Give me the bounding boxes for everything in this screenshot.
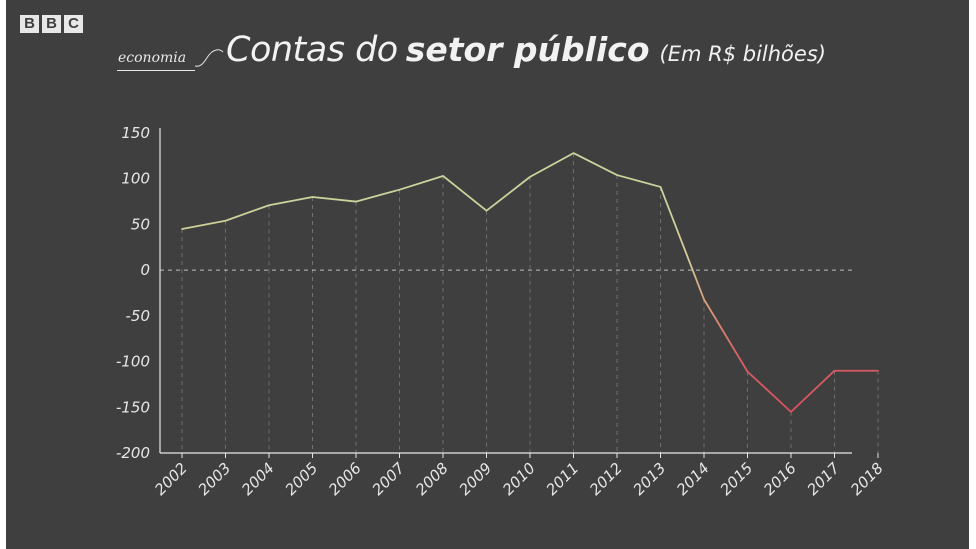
- y-tick-label: -100: [116, 353, 150, 371]
- data-point: [833, 369, 836, 372]
- data-point: [616, 174, 618, 176]
- title-unit: (Em R$ bilhões): [659, 42, 826, 66]
- x-tick-label: 2010: [499, 459, 539, 499]
- bbc-logo: B B C: [20, 15, 83, 33]
- logo-letter: B: [42, 15, 61, 33]
- y-tick-label: -200: [116, 444, 150, 462]
- x-tick-label: 2008: [412, 459, 452, 499]
- section-tag: economia: [118, 50, 187, 66]
- x-tick-label: 2002: [151, 459, 191, 499]
- title-light: Contas do: [226, 30, 398, 70]
- x-tick-label: 2015: [717, 459, 757, 499]
- data-point: [572, 152, 575, 154]
- x-axis-ticks: 2002 2003 2004 2005 2006 2007 2008 2009 2010 2011…: [151, 453, 887, 499]
- x-tick-label: 2003: [195, 459, 235, 499]
- tag-underline: [117, 70, 195, 71]
- swoosh-icon: [194, 49, 224, 67]
- x-tick-label: 2017: [804, 459, 844, 499]
- logo-letter: B: [20, 15, 39, 33]
- data-point: [224, 219, 227, 222]
- data-point: [746, 370, 749, 373]
- data-point: [877, 369, 879, 372]
- x-tick-label: 2012: [586, 459, 626, 499]
- data-point: [268, 204, 270, 207]
- data-point: [442, 175, 444, 177]
- data-point: [659, 186, 662, 188]
- y-tick-label: 50: [131, 215, 150, 233]
- x-tick-label: 2014: [673, 459, 713, 499]
- y-tick-label: -150: [116, 398, 150, 416]
- y-axis-ticks: 150 100 50 0 -50 -100 -150 -200: [116, 124, 150, 462]
- x-tick-label: 2006: [325, 459, 365, 499]
- axes: [159, 128, 852, 454]
- y-tick-label: 0: [140, 261, 150, 279]
- data-point: [398, 188, 401, 191]
- x-tick-label: 2007: [369, 459, 409, 499]
- chart-panel: [6, 0, 969, 549]
- y-tick-label: 100: [121, 170, 150, 188]
- logo-letter: C: [64, 15, 83, 33]
- x-tick-label: 2004: [238, 459, 278, 499]
- x-tick-label: 2016: [760, 459, 800, 499]
- chart-title: Contas do setor público (Em R$ bilhões): [226, 30, 826, 70]
- data-point: [485, 209, 488, 212]
- data-point: [311, 196, 314, 198]
- data-point: [703, 298, 705, 301]
- title-bold: setor público: [405, 30, 650, 69]
- series-group: [181, 152, 879, 413]
- y-tick-label: 150: [121, 124, 150, 142]
- data-point: [790, 411, 792, 413]
- data-point: [355, 200, 357, 203]
- y-tick-label: -50: [126, 307, 151, 325]
- grid-lines: [160, 153, 879, 453]
- x-tick-label: 2009: [456, 459, 496, 499]
- x-tick-label: 2013: [630, 459, 670, 499]
- data-point: [181, 228, 183, 230]
- x-tick-label: 2018: [847, 459, 887, 499]
- data-point: [529, 176, 531, 178]
- x-tick-label: 2005: [282, 459, 322, 499]
- x-tick-label: 2011: [543, 459, 583, 499]
